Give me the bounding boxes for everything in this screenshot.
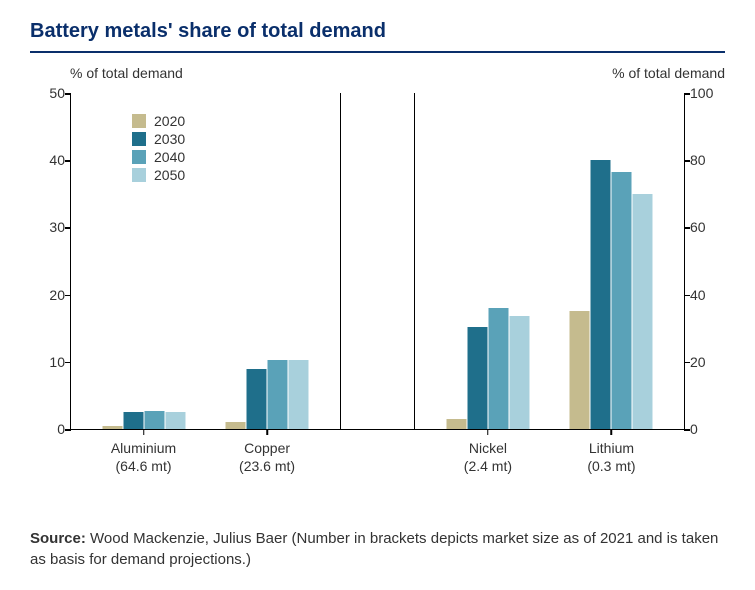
- bar: [633, 194, 653, 429]
- source-text: Wood Mackenzie, Julius Baer (Number in b…: [30, 530, 718, 568]
- legend-swatch: [132, 168, 146, 182]
- bar: [446, 419, 466, 429]
- bar: [289, 360, 309, 429]
- legend-swatch: [132, 132, 146, 146]
- bar: [509, 316, 529, 429]
- bar: [144, 411, 164, 429]
- legend-item: 2020: [132, 113, 185, 129]
- plot-region: 01020304050Aluminium(64.6 mt)Copper(23.6…: [70, 93, 685, 430]
- legend-item: 2040: [132, 149, 185, 165]
- x-axis-label: Nickel(2.4 mt): [418, 429, 558, 475]
- axis-tick-mark: [684, 429, 690, 431]
- legend-item: 2050: [132, 167, 185, 183]
- legend-item: 2030: [132, 131, 185, 147]
- chart-title: Battery metals' share of total demand: [30, 20, 725, 53]
- bar-group: [226, 93, 309, 429]
- bar: [247, 369, 267, 429]
- axis-tick-mark: [684, 362, 690, 364]
- axis-tick-mark: [684, 227, 690, 229]
- x-axis-label: Copper(23.6 mt): [197, 429, 337, 475]
- bar-group: [570, 93, 653, 429]
- chart-area: % of total demand % of total demand 0102…: [30, 65, 725, 485]
- x-axis-label: Lithium(0.3 mt): [541, 429, 681, 475]
- bar: [591, 160, 611, 429]
- axis-tick-mark: [65, 160, 71, 162]
- axis-tick-mark: [65, 429, 71, 431]
- source-label: Source:: [30, 530, 86, 547]
- bar-group: [446, 93, 529, 429]
- bar: [123, 412, 143, 429]
- legend-swatch: [132, 150, 146, 164]
- legend-label: 2030: [154, 131, 185, 147]
- left-panel: 01020304050Aluminium(64.6 mt)Copper(23.6…: [70, 93, 341, 429]
- bar: [488, 308, 508, 429]
- legend-swatch: [132, 114, 146, 128]
- axis-tick-mark: [65, 295, 71, 297]
- right-panel: 020406080100Nickel(2.4 mt)Lithium(0.3 mt…: [414, 93, 685, 429]
- source-citation: Source: Wood Mackenzie, Julius Baer (Num…: [30, 528, 725, 570]
- y-axis-label-right: % of total demand: [612, 65, 725, 81]
- x-axis-label: Aluminium(64.6 mt): [74, 429, 214, 475]
- legend-label: 2020: [154, 113, 185, 129]
- legend-label: 2050: [154, 167, 185, 183]
- bar: [612, 172, 632, 429]
- legend-label: 2040: [154, 149, 185, 165]
- axis-tick-mark: [684, 295, 690, 297]
- bar: [467, 327, 487, 429]
- axis-tick-mark: [65, 362, 71, 364]
- bar: [226, 422, 246, 429]
- y-axis-label-left: % of total demand: [70, 65, 183, 81]
- axis-tick-mark: [684, 160, 690, 162]
- axis-tick-mark: [684, 93, 690, 95]
- bar: [268, 360, 288, 429]
- bar: [570, 311, 590, 429]
- axis-tick-mark: [65, 227, 71, 229]
- bar: [165, 412, 185, 429]
- legend: 2020 2030 2040 2050: [132, 113, 185, 185]
- axis-tick-mark: [65, 93, 71, 95]
